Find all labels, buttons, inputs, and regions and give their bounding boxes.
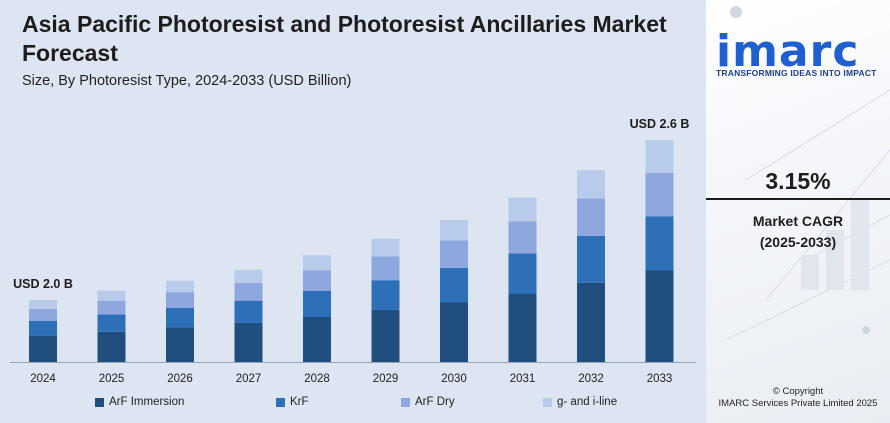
bar-2030-arf-immersion (440, 302, 468, 362)
bar-2024-krf (29, 320, 57, 336)
legend-item-krf: KrF (276, 396, 309, 408)
bar-2024-g-and-i-line (29, 299, 57, 309)
bar-2029-arf-immersion (371, 309, 400, 362)
legend-label: g- and i-line (557, 396, 618, 408)
bar-2025-krf (97, 314, 126, 332)
bar-2026-arf-immersion (166, 327, 194, 362)
bar-2031-krf (508, 253, 537, 294)
x-tick-label-2030: 2030 (441, 373, 467, 385)
imarc-logo: imarc (716, 30, 886, 74)
x-tick-label-2025: 2025 (99, 373, 125, 385)
bar-2025-g-and-i-line (97, 290, 126, 301)
cagr-period: (2025-2033) (759, 234, 837, 250)
legend-item-arf-immersion: ArF Immersion (95, 396, 184, 408)
x-tick-label-2028: 2028 (304, 373, 330, 385)
bar-2024-arf-immersion (29, 335, 57, 362)
bar-2032-arf-immersion (577, 282, 605, 362)
x-tick-label-2024: 2024 (30, 373, 56, 385)
bar-2025-arf-immersion (97, 331, 126, 362)
bar-2032-krf (577, 235, 605, 283)
bar-2030-krf (440, 267, 468, 303)
legend-item-g-and-i-line: g- and i-line (543, 396, 617, 408)
logo-tagline: TRANSFORMING IDEAS INTO IMPACT (716, 68, 877, 78)
bar-2030-arf-dry (440, 240, 468, 268)
chart-title: Asia Pacific Photoresist and Photoresist… (22, 11, 667, 66)
data-label-2024: USD 2.0 B (13, 277, 73, 291)
bar-2031-arf-immersion (508, 293, 537, 362)
bar-2031-g-and-i-line (508, 197, 537, 222)
side-panel: imarc TRANSFORMING IDEAS INTO IMPACT 3.1… (706, 0, 890, 423)
stacked-bar-chart: 2024 USD 2.0 B 2025 2026 2027 2028 2029 2030 203… (10, 117, 696, 385)
bar-2027-arf-immersion (234, 322, 263, 362)
bar-2033-arf-immersion (645, 270, 674, 362)
bar-2033-krf (645, 216, 674, 271)
x-tick-label-2026: 2026 (167, 373, 193, 385)
legend-label: ArF Dry (415, 396, 455, 408)
legend-swatch (276, 397, 285, 407)
legend-swatch (95, 397, 104, 407)
bar-2027-g-and-i-line (234, 269, 263, 283)
x-tick-label-2032: 2032 (578, 373, 604, 385)
bar-2028-arf-immersion (303, 317, 331, 362)
legend-swatch (543, 397, 552, 407)
bar-2026-arf-dry (166, 292, 194, 308)
cagr-divider (706, 198, 890, 200)
data-label-2033: USD 2.6 B (630, 117, 690, 131)
legend-label: ArF Immersion (109, 396, 185, 408)
bar-2028-arf-dry (303, 270, 331, 291)
x-tick-label-2033: 2033 (647, 373, 673, 385)
copyright-line-1: © Copyright (772, 386, 824, 397)
cagr-label: Market CAGR (752, 213, 844, 229)
bar-2025-arf-dry (97, 300, 126, 315)
x-tick-label-2029: 2029 (373, 373, 399, 385)
bar-2030-g-and-i-line (440, 219, 468, 241)
x-tick-label-2027: 2027 (236, 373, 262, 385)
cagr-value: 3.15% (765, 168, 831, 194)
x-tick-label-2031: 2031 (510, 373, 536, 385)
bar-2032-arf-dry (577, 198, 605, 236)
bar-2028-g-and-i-line (303, 255, 331, 271)
chart-subtitle: Size, By Photoresist Type, 2024-2033 (US… (22, 73, 352, 89)
legend-label: KrF (290, 396, 309, 408)
bar-2026-krf (166, 307, 194, 328)
bar-2028-krf (303, 290, 331, 318)
bar-2029-arf-dry (371, 256, 400, 281)
bar-2026-g-and-i-line (166, 280, 194, 293)
chart-legend: ArF Immersion KrF ArF Dry g- and i-line (0, 396, 706, 414)
copyright-line-2: IMARC Services Private Limited 2025 (718, 398, 878, 409)
bar-2033-arf-dry (645, 172, 674, 217)
bar-2032-g-and-i-line (577, 170, 605, 199)
bar-2027-arf-dry (234, 282, 263, 301)
bar-2029-krf (371, 280, 400, 310)
legend-item-arf-dry: ArF Dry (401, 396, 455, 408)
background-chart-decoration-icon (725, 6, 890, 341)
legend-swatch (401, 397, 410, 407)
chart-area: Asia Pacific Photoresist and Photoresist… (0, 0, 706, 423)
copyright: © Copyright IMARC Services Private Limit… (706, 386, 890, 410)
bar-2031-arf-dry (508, 221, 537, 254)
bar-2027-krf (234, 300, 263, 323)
logo-text: imarc (716, 26, 860, 77)
bar-2029-g-and-i-line (371, 238, 400, 257)
bar-2033-g-and-i-line (645, 140, 674, 173)
bar-2024-arf-dry (29, 308, 57, 321)
